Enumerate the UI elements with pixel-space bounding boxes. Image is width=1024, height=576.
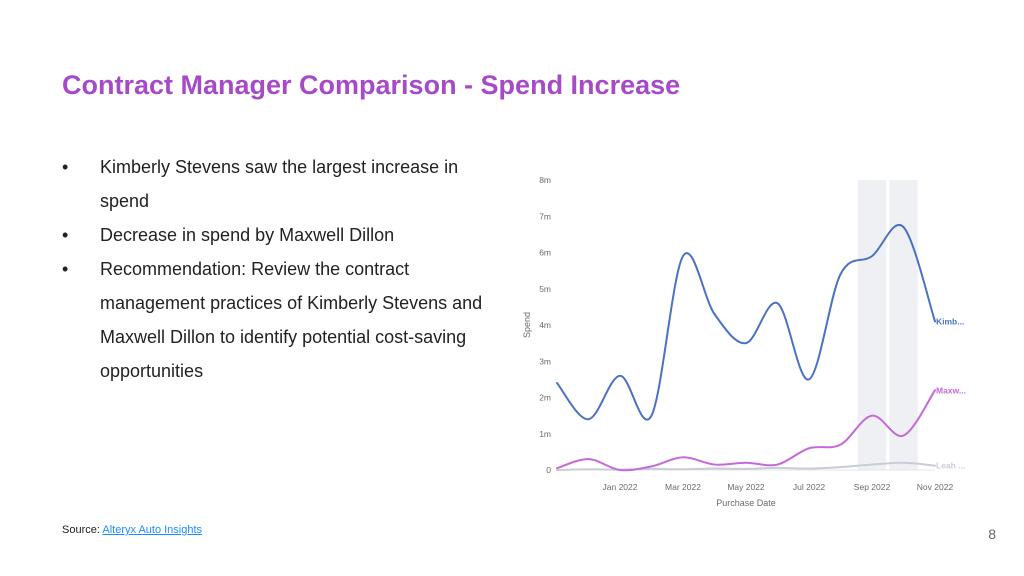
y-tick-label: 0 <box>546 465 551 475</box>
x-tick-label: Sep 2022 <box>854 482 891 492</box>
bullet-item: • Recommendation: Review the contract ma… <box>62 252 502 388</box>
y-tick-label: 7m <box>539 211 551 221</box>
y-tick-label: 3m <box>539 356 551 366</box>
x-tick-label: May 2022 <box>727 482 765 492</box>
x-axis-title: Purchase Date <box>716 498 776 508</box>
page-number: 8 <box>988 526 996 542</box>
bullet-text: Recommendation: Review the contract mana… <box>100 259 483 381</box>
series-line <box>556 389 936 472</box>
y-tick-label: 5m <box>539 284 551 294</box>
bullet-icon: • <box>62 225 69 245</box>
bullet-item: • Kimberly Stevens saw the largest incre… <box>62 150 502 218</box>
y-tick-label: 6m <box>539 248 551 258</box>
source-label: Source: <box>62 524 100 536</box>
source-link[interactable]: Alteryx Auto Insights <box>102 524 203 536</box>
x-tick-label: Jan 2022 <box>603 482 638 492</box>
bullet-list: • Kimberly Stevens saw the largest incre… <box>62 150 502 388</box>
bullet-text: Kimberly Stevens saw the largest increas… <box>100 157 459 211</box>
series-label: Maxw... <box>936 385 966 395</box>
bullet-icon: • <box>62 259 69 279</box>
series-label: Leah ... <box>936 461 965 471</box>
series-label: Kimb... <box>936 316 964 326</box>
highlight-band <box>857 180 887 470</box>
y-tick-label: 8m <box>539 175 551 185</box>
spend-line-chart: 0 1m 2m 3m 4m 5m 6m 7m 8m Jan 2022 Mar 2022 May 202… <box>522 175 966 508</box>
source-note: Source: Alteryx Auto Insights <box>62 524 202 536</box>
bullet-text: Decrease in spend by Maxwell Dillon <box>100 225 395 245</box>
y-tick-label: 2m <box>539 393 551 403</box>
y-tick-label: 1m <box>539 429 551 439</box>
x-tick-label: Jul 2022 <box>793 482 825 492</box>
x-tick-label: Nov 2022 <box>917 482 954 492</box>
y-tick-label: 4m <box>539 320 551 330</box>
slide-title: Contract Manager Comparison - Spend Incr… <box>62 70 681 100</box>
y-axis-title: Spend <box>522 312 532 338</box>
series-line <box>556 223 936 421</box>
x-tick-label: Mar 2022 <box>665 482 701 492</box>
bullet-item: • Decrease in spend by Maxwell Dillon <box>62 218 502 252</box>
bullet-icon: • <box>62 157 69 177</box>
